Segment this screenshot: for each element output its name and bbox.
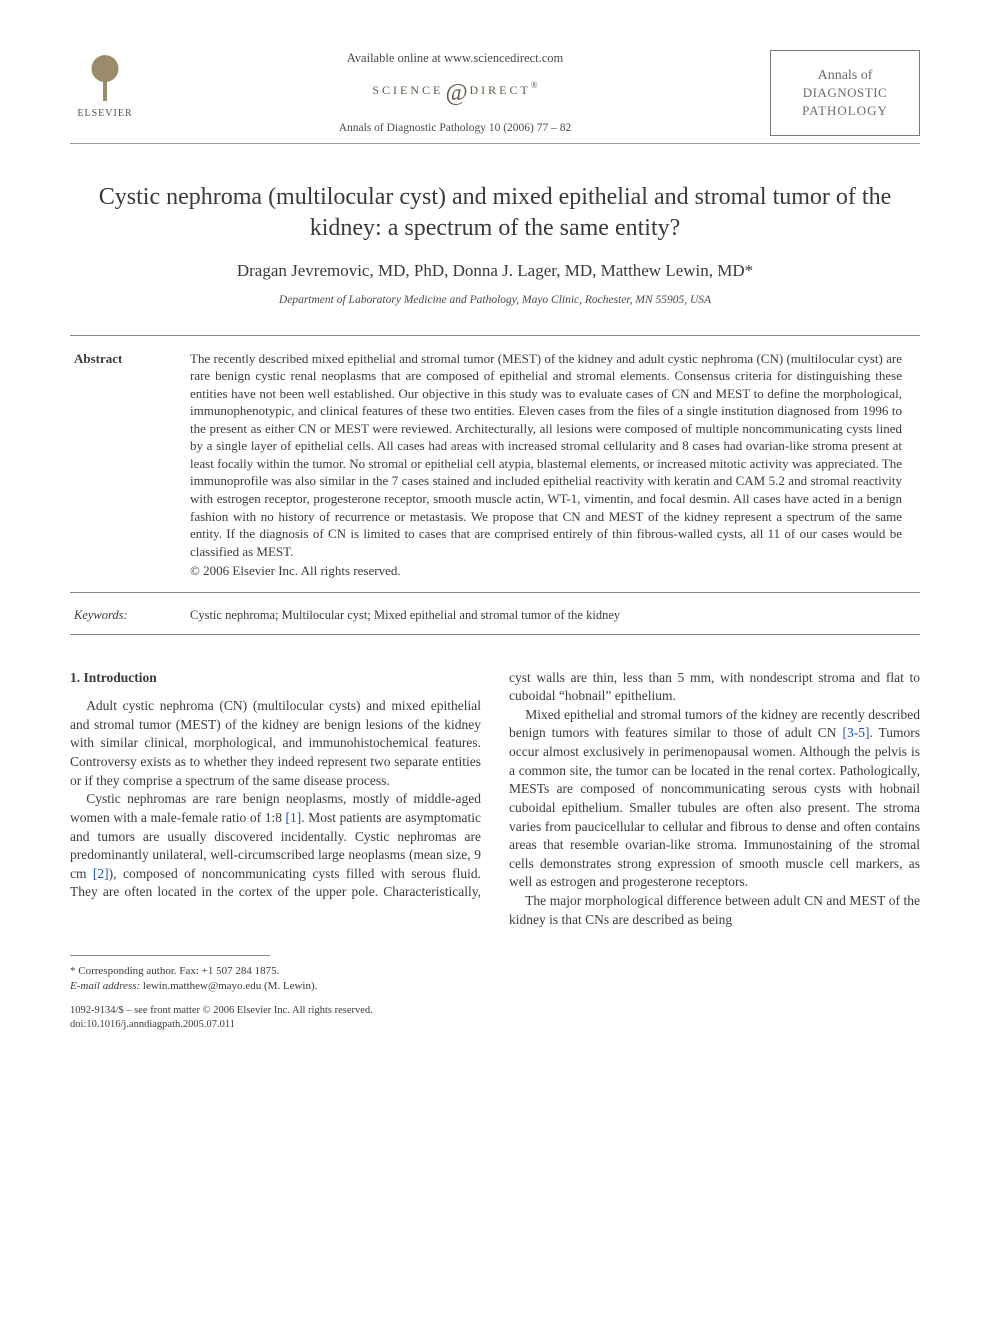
intro-paragraph-4: The major morphological difference betwe… xyxy=(509,892,920,929)
elsevier-tree-icon xyxy=(80,53,130,105)
reference-link-1[interactable]: [1] xyxy=(286,810,302,825)
email-line: E-mail address: lewin.matthew@mayo.edu (… xyxy=(70,979,920,994)
front-matter-line: 1092-9134/$ – see front matter © 2006 El… xyxy=(70,1004,920,1018)
abstract-copyright: © 2006 Elsevier Inc. All rights reserved… xyxy=(190,562,902,580)
abstract-text-column: The recently described mixed epithelial … xyxy=(190,350,920,580)
corresponding-author-note: * Corresponding author. Fax: +1 507 284 … xyxy=(70,964,920,979)
authors-line: Dragan Jevremovic, MD, PhD, Donna J. Lag… xyxy=(70,260,920,283)
abstract-text: The recently described mixed epithelial … xyxy=(190,351,902,559)
header-rule xyxy=(70,143,920,144)
intro-paragraph-3: Mixed epithelial and stromal tumors of t… xyxy=(509,706,920,892)
email-value: lewin.matthew@mayo.edu (M. Lewin). xyxy=(143,980,317,992)
sd-logo-right: DIRECT xyxy=(469,83,530,97)
journal-box-line3: PATHOLOGY xyxy=(781,103,909,119)
abstract-label: Abstract xyxy=(70,350,190,580)
intro-paragraph-1: Adult cystic nephroma (CN) (multilocular… xyxy=(70,697,481,790)
keywords-text: Cystic nephroma; Multilocular cyst; Mixe… xyxy=(190,607,920,624)
intro-p3-b: . Tumors occur almost exclusively in per… xyxy=(509,725,920,889)
journal-box-line2: DIAGNOSTIC xyxy=(781,85,909,101)
elsevier-logo: ELSEVIER xyxy=(70,53,140,133)
journal-reference-line: Annals of Diagnostic Pathology 10 (2006)… xyxy=(140,121,770,137)
keywords-row: Keywords: Cystic nephroma; Multilocular … xyxy=(70,599,920,635)
section-heading-introduction: 1. Introduction xyxy=(70,669,481,688)
sciencedirect-logo: SCIENCE@DIRECT® xyxy=(140,77,770,109)
journal-header: ELSEVIER Available online at www.science… xyxy=(70,50,920,137)
body-columns: 1. Introduction Adult cystic nephroma (C… xyxy=(70,669,920,930)
email-label: E-mail address: xyxy=(70,980,140,992)
reference-link-3-5[interactable]: [3-5] xyxy=(842,725,869,740)
page-footer: * Corresponding author. Fax: +1 507 284 … xyxy=(70,955,920,1032)
sd-logo-left: SCIENCE xyxy=(372,83,443,97)
footnote-rule xyxy=(70,955,270,960)
journal-title-box: Annals of DIAGNOSTIC PATHOLOGY xyxy=(770,50,920,136)
abstract-block: Abstract The recently described mixed ep… xyxy=(70,335,920,593)
article-title: Cystic nephroma (multilocular cyst) and … xyxy=(70,182,920,244)
affiliation-line: Department of Laboratory Medicine and Pa… xyxy=(70,293,920,309)
reference-link-2[interactable]: [2] xyxy=(93,866,109,881)
elsevier-name: ELSEVIER xyxy=(77,107,132,121)
sd-reg-icon: ® xyxy=(531,80,538,90)
header-center: Available online at www.sciencedirect.co… xyxy=(140,50,770,137)
doi-line: doi:10.1016/j.anndiagpath.2005.07.011 xyxy=(70,1018,920,1032)
available-online-text: Available online at www.sciencedirect.co… xyxy=(140,50,770,67)
sd-swirl-icon: @ xyxy=(445,80,467,106)
journal-box-line1: Annals of xyxy=(781,67,909,85)
keywords-label: Keywords: xyxy=(70,607,190,624)
